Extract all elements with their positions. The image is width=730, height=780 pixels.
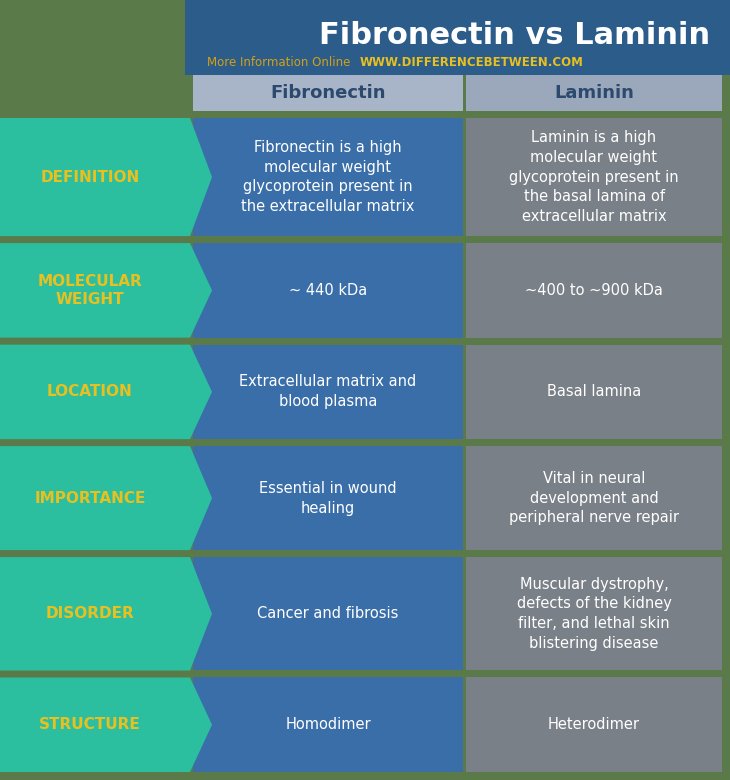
Text: Laminin is a high
molecular weight
glycoprotein present in
the basal lamina of
e: Laminin is a high molecular weight glyco… — [510, 130, 679, 224]
FancyBboxPatch shape — [466, 243, 722, 338]
Text: Essential in wound
healing: Essential in wound healing — [259, 480, 397, 516]
Polygon shape — [0, 557, 212, 671]
Text: Basal lamina: Basal lamina — [547, 385, 641, 399]
FancyBboxPatch shape — [466, 118, 722, 236]
Polygon shape — [0, 678, 212, 772]
Text: Fibronectin: Fibronectin — [270, 84, 385, 102]
FancyBboxPatch shape — [193, 557, 463, 671]
Text: DISORDER: DISORDER — [45, 606, 134, 622]
FancyBboxPatch shape — [193, 446, 463, 550]
FancyBboxPatch shape — [466, 446, 722, 550]
FancyBboxPatch shape — [466, 345, 722, 439]
FancyBboxPatch shape — [193, 118, 463, 236]
Text: ~ 440 kDa: ~ 440 kDa — [289, 283, 367, 298]
Polygon shape — [0, 446, 212, 550]
Text: Fibronectin is a high
molecular weight
glycoprotein present in
the extracellular: Fibronectin is a high molecular weight g… — [242, 140, 415, 215]
FancyBboxPatch shape — [193, 243, 463, 338]
FancyBboxPatch shape — [466, 678, 722, 772]
Text: Vital in neural
development and
peripheral nerve repair: Vital in neural development and peripher… — [509, 471, 679, 526]
Polygon shape — [0, 345, 212, 439]
Text: STRUCTURE: STRUCTURE — [39, 718, 141, 732]
FancyBboxPatch shape — [466, 557, 722, 671]
Text: Extracellular matrix and
blood plasma: Extracellular matrix and blood plasma — [239, 374, 417, 410]
Text: Homodimer: Homodimer — [285, 718, 371, 732]
Text: Cancer and fibrosis: Cancer and fibrosis — [257, 606, 399, 622]
FancyBboxPatch shape — [193, 75, 463, 111]
Text: Fibronectin vs Laminin: Fibronectin vs Laminin — [319, 22, 710, 51]
Polygon shape — [0, 243, 212, 338]
FancyBboxPatch shape — [193, 345, 463, 439]
Text: ~400 to ~900 kDa: ~400 to ~900 kDa — [525, 283, 663, 298]
Text: DEFINITION: DEFINITION — [40, 169, 139, 185]
Text: LOCATION: LOCATION — [47, 385, 133, 399]
Text: More Information Online: More Information Online — [207, 55, 350, 69]
Text: MOLECULAR
WEIGHT: MOLECULAR WEIGHT — [38, 275, 142, 307]
FancyBboxPatch shape — [193, 678, 463, 772]
Text: Laminin: Laminin — [554, 84, 634, 102]
Text: WWW.DIFFERENCEBETWEEN.COM: WWW.DIFFERENCEBETWEEN.COM — [360, 55, 584, 69]
Text: Muscular dystrophy,
defects of the kidney
filter, and lethal skin
blistering dis: Muscular dystrophy, defects of the kidne… — [517, 576, 672, 651]
FancyBboxPatch shape — [185, 0, 730, 75]
Text: IMPORTANCE: IMPORTANCE — [34, 491, 146, 505]
Polygon shape — [0, 118, 212, 236]
FancyBboxPatch shape — [466, 75, 722, 111]
Text: Heterodimer: Heterodimer — [548, 718, 640, 732]
